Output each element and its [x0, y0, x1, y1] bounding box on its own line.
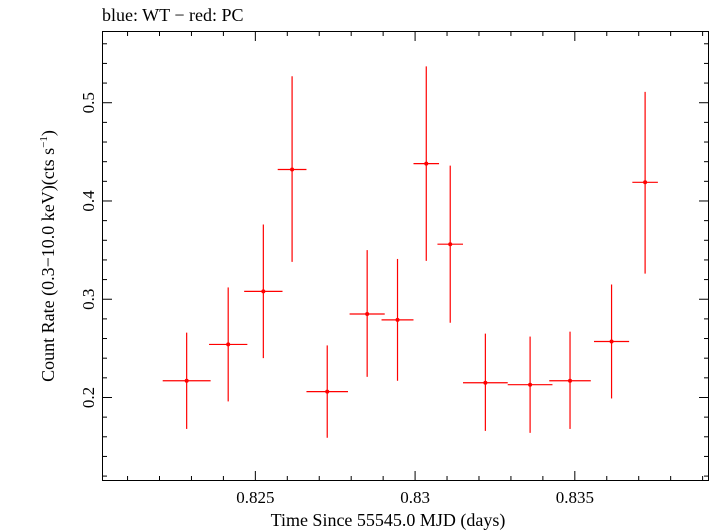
data-point	[549, 331, 591, 429]
data-point	[507, 336, 553, 433]
x-tick-label: 0.835	[556, 488, 594, 507]
x-axis-title: Time Since 55545.0 MJD (days)	[271, 510, 506, 531]
data-marker	[528, 382, 533, 387]
y-axis-title-close: )	[38, 130, 59, 136]
x-tick-label: 0.825	[236, 488, 274, 507]
data-point	[381, 258, 414, 381]
y-tick-label: 0.5	[79, 92, 98, 113]
data-point	[244, 224, 283, 359]
data-point	[306, 345, 348, 438]
data-marker	[448, 242, 453, 247]
data-marker	[395, 317, 400, 322]
data-point	[463, 333, 508, 431]
data-marker	[365, 311, 370, 316]
data-marker	[290, 167, 295, 172]
data-marker	[483, 380, 488, 385]
data-point	[632, 91, 658, 274]
data-point	[277, 76, 307, 262]
x-tick-label: 0.83	[400, 488, 430, 507]
data-marker	[184, 378, 189, 383]
y-tick-label: 0.4	[79, 190, 98, 212]
data-marker	[424, 161, 429, 166]
data-series-points	[162, 66, 658, 438]
data-point	[209, 287, 248, 402]
axis-tick-labels: 0.825 0.83 0.835 0.2 0.3 0.4 0.5	[79, 92, 594, 507]
y-tick-label: 0.2	[79, 387, 98, 408]
y-axis-title: Count Rate (0.3−10.0 keV)(cts s−1)	[38, 130, 59, 382]
data-point	[593, 284, 630, 399]
data-point	[437, 165, 464, 323]
data-marker	[226, 342, 231, 347]
y-axis-title-main: Count Rate (0.3−10.0 keV)(cts s	[38, 148, 59, 382]
data-point	[349, 250, 385, 377]
data-marker	[261, 289, 266, 294]
data-marker	[609, 339, 614, 344]
data-marker	[643, 180, 648, 185]
y-tick-label: 0.3	[79, 289, 98, 310]
data-point	[162, 332, 211, 429]
y-axis-title-superscript: −1	[38, 136, 50, 148]
data-point	[413, 66, 440, 261]
data-marker	[568, 378, 573, 383]
chart-title: blue: WT − red: PC	[102, 5, 243, 25]
data-marker	[325, 389, 330, 394]
